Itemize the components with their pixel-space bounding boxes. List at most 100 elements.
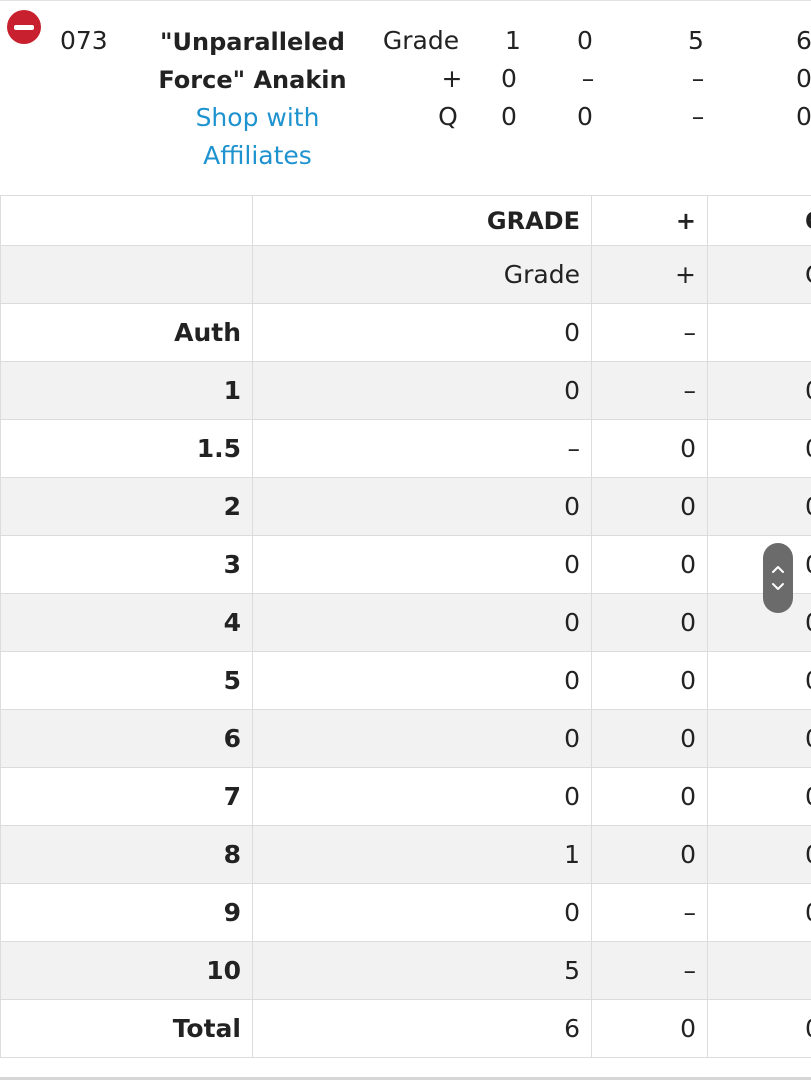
- plus-cell: 0: [591, 999, 708, 1058]
- subheader-cell-grade: Grade: [252, 245, 592, 304]
- q-cell: 0: [707, 477, 811, 536]
- row-label-cell: 10: [0, 941, 253, 1000]
- header-cell-plus: +: [591, 195, 708, 246]
- grade-cell: 0: [252, 361, 592, 420]
- grade-cell: 0: [252, 651, 592, 710]
- grade-cell: 6: [252, 999, 592, 1058]
- grade-cell: –: [252, 419, 592, 478]
- chevron-down-icon: [772, 583, 784, 590]
- mini-value: 0: [501, 102, 517, 131]
- plus-cell: –: [591, 361, 708, 420]
- table-row: 90–0: [0, 883, 811, 942]
- row-label-cell: 6: [0, 709, 253, 768]
- table-header-row: GRADE + Q: [0, 195, 811, 246]
- remove-card-button[interactable]: [7, 10, 41, 44]
- mini-value: 5: [688, 26, 704, 55]
- scroll-handle[interactable]: [763, 543, 793, 613]
- plus-cell: 0: [591, 593, 708, 652]
- grade-cell: 0: [252, 303, 592, 362]
- mini-value: 0: [577, 102, 593, 131]
- mini-value: 0: [796, 102, 811, 131]
- q-cell: 0: [707, 767, 811, 826]
- plus-cell: 0: [591, 419, 708, 478]
- subheader-cell-plus: +: [591, 245, 708, 304]
- grade-cell: 0: [252, 709, 592, 768]
- shop-with-affiliates-link[interactable]: Shop with Affiliates: [155, 99, 360, 175]
- q-cell: 0: [707, 651, 811, 710]
- plus-cell: 0: [591, 825, 708, 884]
- q-cell: 0: [707, 825, 811, 884]
- table-row: 5000: [0, 651, 811, 710]
- table-row: 1.5–00: [0, 419, 811, 478]
- mini-label-plus: +: [441, 64, 463, 93]
- chevron-up-icon: [772, 566, 784, 573]
- header-cell-q: Q: [707, 195, 811, 246]
- subheader-cell: [0, 245, 253, 304]
- table-row: 10 5–: [0, 941, 811, 1000]
- card-name-line: "Unparalleled: [160, 28, 345, 56]
- header-cell: [0, 195, 253, 246]
- q-cell: 0: [707, 999, 811, 1058]
- grade-cell: 0: [252, 883, 592, 942]
- plus-cell: –: [591, 883, 708, 942]
- shop-link-line: Shop with: [195, 103, 320, 132]
- grade-cell: 0: [252, 593, 592, 652]
- grade-cell: 0: [252, 535, 592, 594]
- row-label-cell: 5: [0, 651, 253, 710]
- table-row: 10–0: [0, 361, 811, 420]
- mini-value: 1: [505, 26, 521, 55]
- row-label-cell: 1.5: [0, 419, 253, 478]
- table-row: Total600: [0, 999, 811, 1058]
- table-row: 8100: [0, 825, 811, 884]
- q-cell: [707, 303, 811, 362]
- row-label-cell: 9: [0, 883, 253, 942]
- row-label-cell: 4: [0, 593, 253, 652]
- q-cell: 0: [707, 593, 811, 652]
- plus-cell: –: [591, 303, 708, 362]
- shop-link-line: Affiliates: [203, 141, 312, 170]
- plus-cell: 0: [591, 535, 708, 594]
- row-label-cell: Auth: [0, 303, 253, 362]
- q-cell: 0: [707, 535, 811, 594]
- card-name-line: Force" Anakin: [158, 66, 347, 94]
- subheader-cell-q: Q: [707, 245, 811, 304]
- row-label-cell: 1: [0, 361, 253, 420]
- row-label-cell: 2: [0, 477, 253, 536]
- mini-label-q: Q: [438, 102, 458, 131]
- mini-label-grade: Grade: [382, 26, 460, 55]
- mini-value: 0: [501, 64, 517, 93]
- q-cell: [707, 941, 811, 1000]
- table-row: 7000: [0, 767, 811, 826]
- grade-cell: 0: [252, 477, 592, 536]
- population-table: GRADE + Q Grade + Q Auth0–10–01.5–002000…: [0, 195, 811, 1058]
- minus-circle-icon: [14, 24, 34, 30]
- card-name: "Unparalleled Force" Anakin: [155, 23, 350, 99]
- grade-cell: 5: [252, 941, 592, 1000]
- plus-cell: 0: [591, 477, 708, 536]
- mini-value: 0: [796, 64, 811, 93]
- plus-cell: 0: [591, 709, 708, 768]
- grade-cell: 1: [252, 825, 592, 884]
- q-cell: 0: [707, 883, 811, 942]
- grade-cell: 0: [252, 767, 592, 826]
- table-row: Auth 0–: [0, 303, 811, 362]
- table-row: 3000: [0, 535, 811, 594]
- row-label-cell: 7: [0, 767, 253, 826]
- table-row: 6000: [0, 709, 811, 768]
- mini-value: 6: [796, 26, 811, 55]
- row-label-cell: 8: [0, 825, 253, 884]
- row-label-cell: Total: [0, 999, 253, 1058]
- mini-value: –: [691, 102, 705, 131]
- plus-cell: 0: [591, 767, 708, 826]
- table-subheader-row: Grade + Q: [0, 245, 811, 304]
- bottom-divider: [0, 1077, 811, 1080]
- mini-value: –: [581, 64, 595, 93]
- q-cell: 0: [707, 709, 811, 768]
- mini-value: –: [691, 64, 705, 93]
- q-cell: 0: [707, 361, 811, 420]
- row-label-cell: 3: [0, 535, 253, 594]
- card-summary-row: 073 "Unparalleled Force" Anakin Shop wit…: [0, 0, 811, 196]
- card-number: 073: [60, 26, 108, 55]
- mini-value: 0: [577, 26, 593, 55]
